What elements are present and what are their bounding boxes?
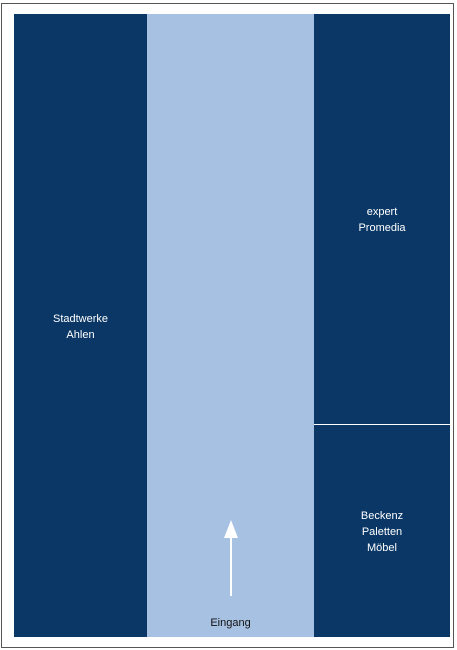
entrance-label: Eingang [210,617,251,629]
store-label-expert-promedia: expert Promedia [314,204,450,236]
arrow-up-icon [224,520,238,596]
store-label-beckenz-paletten-moebel: Beckenz Paletten Möbel [314,508,450,556]
store-label-line: Stadtwerke [52,313,109,325]
store-label-line: expert [366,206,398,218]
store-label-line: Möbel [367,542,397,554]
store-label-line: Promedia [358,222,406,234]
store-divider [314,424,450,425]
store-label-line: Ahlen [66,329,95,341]
store-stadtwerke-ahlen[interactable] [14,14,147,637]
store-expert-promedia[interactable] [314,14,450,424]
store-label-line: Beckenz [360,510,404,522]
store-beckenz-paletten-moebel[interactable] [314,425,450,637]
store-label-line: Paletten [361,526,403,538]
store-label-stadtwerke-ahlen: Stadtwerke Ahlen [14,311,147,343]
